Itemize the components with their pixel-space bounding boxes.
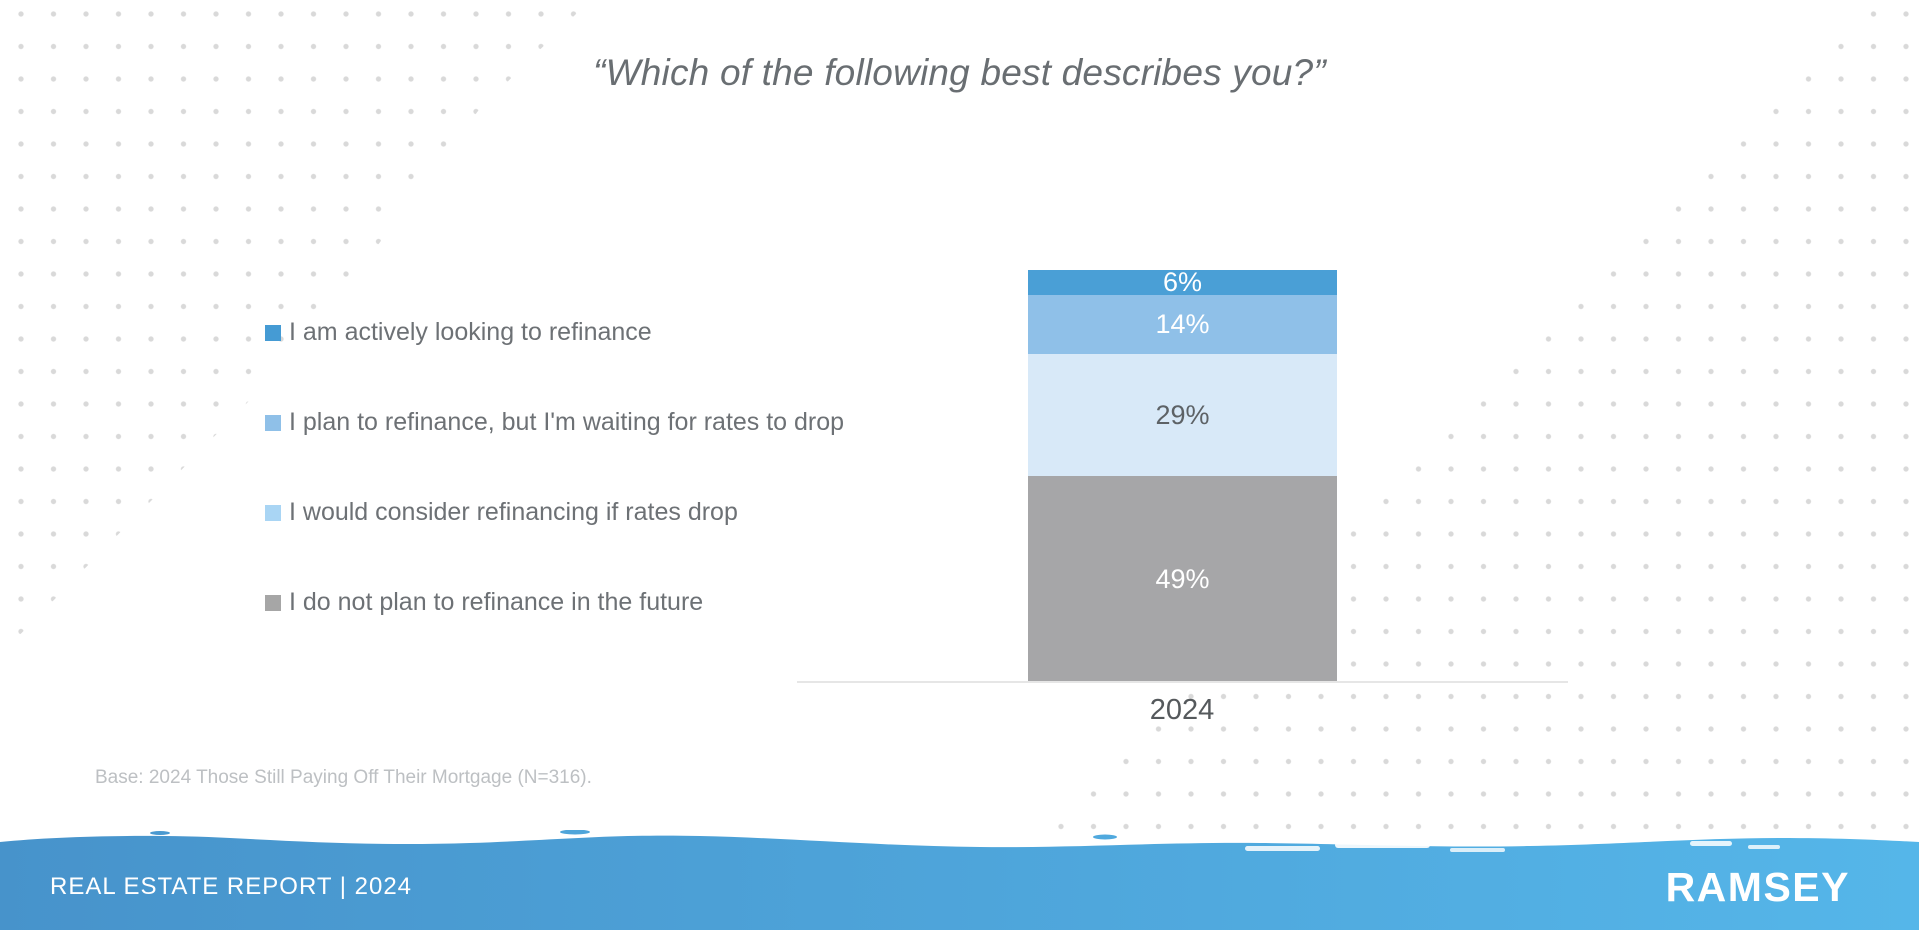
legend-item-actively-looking: I am actively looking to refinance bbox=[265, 318, 652, 347]
segment-value-label: 6% bbox=[1162, 267, 1203, 297]
bar-segment-no-plan: 49% bbox=[1028, 476, 1337, 682]
report-title: REAL ESTATE REPORT | 2024 bbox=[50, 873, 413, 900]
page-title: “Which of the following best describes y… bbox=[593, 52, 1326, 93]
segment-value-label: 14% bbox=[1155, 309, 1210, 339]
legend-item-waiting-for-rates: I plan to refinance, but I'm waiting for… bbox=[265, 408, 844, 437]
ramsey-logo: RAMSEY bbox=[1665, 864, 1850, 910]
legend-label: I plan to refinance, but I'm waiting for… bbox=[289, 408, 845, 436]
legend-swatch-light-blue bbox=[265, 504, 281, 521]
x-axis-line bbox=[797, 681, 1568, 683]
bar-segment-would-consider: 29% bbox=[1028, 354, 1337, 476]
x-axis-category-label: 2024 bbox=[1149, 694, 1215, 726]
legend-item-would-consider: I would consider refinancing if rates dr… bbox=[265, 498, 738, 527]
footer-wave bbox=[0, 830, 1919, 930]
legend-label: I do not plan to refinance in the future bbox=[289, 588, 704, 616]
stacked-bar-2024: 6% 14% 29% 49% bbox=[1028, 267, 1337, 682]
legend-label: I would consider refinancing if rates dr… bbox=[289, 498, 738, 526]
bar-segment-waiting-for-rates: 14% bbox=[1028, 295, 1337, 354]
legend-swatch-gray bbox=[265, 594, 281, 611]
bar-segment-actively-looking: 6% bbox=[1028, 267, 1337, 297]
segment-value-label: 49% bbox=[1155, 563, 1210, 594]
legend-swatch-blue bbox=[265, 324, 281, 341]
legend-item-no-plan: I do not plan to refinance in the future bbox=[265, 588, 703, 617]
legend-swatch-medium-blue bbox=[265, 414, 281, 431]
segment-value-label: 29% bbox=[1155, 399, 1210, 430]
legend-label: I am actively looking to refinance bbox=[289, 318, 652, 346]
base-note: Base: 2024 Those Still Paying Off Their … bbox=[95, 767, 592, 788]
